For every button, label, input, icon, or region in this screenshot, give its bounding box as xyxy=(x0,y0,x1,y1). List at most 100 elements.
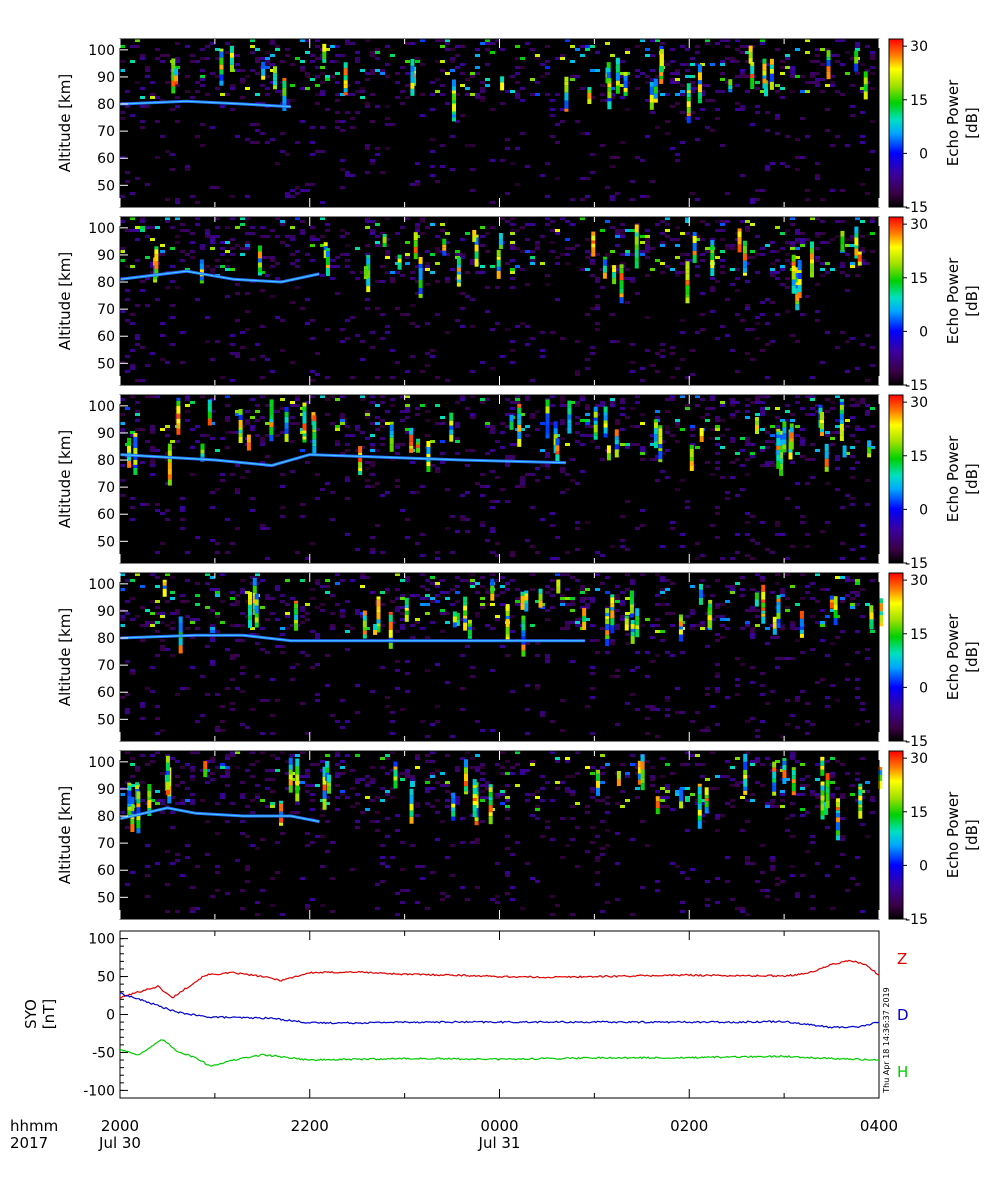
heatmap-cell xyxy=(610,404,615,407)
heatmap-cell xyxy=(830,757,835,760)
heatmap-cell xyxy=(820,624,825,627)
heatmap-cell xyxy=(190,473,195,476)
heatmap-cell xyxy=(555,536,560,539)
heatmap-cell xyxy=(575,416,580,419)
heatmap-cell xyxy=(270,732,275,735)
heatmap-cell xyxy=(305,772,310,775)
heatmap-cell xyxy=(270,138,275,141)
heatmap-cell xyxy=(205,853,210,856)
heatmap-cell xyxy=(275,757,280,760)
heatmap-cell xyxy=(315,75,320,78)
heatmap-cell xyxy=(335,398,340,401)
colorbar xyxy=(889,39,903,207)
heatmap-cell xyxy=(445,527,450,530)
heatmap-cell xyxy=(375,48,380,51)
heatmap-cell xyxy=(680,271,685,274)
echo-streak xyxy=(451,93,456,101)
echo-streak xyxy=(653,422,658,429)
heatmap-cell xyxy=(215,551,220,554)
heatmap-cell xyxy=(790,217,795,220)
heatmap-cell xyxy=(570,75,575,78)
heatmap-cell xyxy=(255,576,260,579)
heatmap-cell xyxy=(340,452,345,455)
echo-streak xyxy=(413,232,418,241)
heatmap-cell xyxy=(230,217,235,220)
echo-streak xyxy=(839,401,844,405)
heatmap-cell xyxy=(450,168,455,171)
heatmap-cell xyxy=(255,123,260,126)
heatmap-cell xyxy=(615,600,620,603)
heatmap-cell xyxy=(790,90,795,93)
heatmap-cell xyxy=(645,274,650,277)
heatmap-cell xyxy=(560,253,565,256)
heatmap-cell xyxy=(780,265,785,268)
heatmap-cell xyxy=(635,292,640,295)
heatmap-cell xyxy=(460,84,465,87)
heatmap-cell xyxy=(595,253,600,256)
heatmap-cell xyxy=(135,334,140,337)
heatmap-cell xyxy=(705,126,710,129)
heatmap-cell xyxy=(560,120,565,123)
heatmap-cell xyxy=(485,588,490,591)
heatmap-cell xyxy=(465,449,470,452)
heatmap-cell xyxy=(480,799,485,802)
heatmap-cell xyxy=(630,277,635,280)
echo-streak xyxy=(358,453,363,457)
heatmap-cell xyxy=(270,714,275,717)
heatmap-cell xyxy=(225,42,230,45)
heatmap-cell xyxy=(260,395,265,398)
echo-streak xyxy=(176,418,181,424)
heatmap-cell xyxy=(630,361,635,364)
echo-streak xyxy=(755,421,760,426)
heatmap-cell xyxy=(840,793,845,796)
heatmap-cell xyxy=(775,883,780,886)
heatmap-cell xyxy=(485,232,490,235)
heatmap-cell xyxy=(240,78,245,81)
heatmap-cell xyxy=(170,654,175,657)
echo-streak xyxy=(254,622,259,628)
heatmap-cell xyxy=(510,75,515,78)
heatmap-cell xyxy=(835,60,840,63)
heatmap-cell xyxy=(165,217,170,220)
heatmap-cell xyxy=(675,238,680,241)
heatmap-cell xyxy=(795,75,800,78)
heatmap-cell xyxy=(420,865,425,868)
heatmap-cell xyxy=(305,401,310,404)
echo-streak xyxy=(810,241,815,249)
heatmap-cell xyxy=(570,600,575,603)
heatmap-cell xyxy=(295,286,300,289)
heatmap-cell xyxy=(865,45,870,48)
heatmap-cell xyxy=(825,398,830,401)
heatmap-cell xyxy=(490,328,495,331)
heatmap-cell xyxy=(665,431,670,434)
echo-streak xyxy=(591,243,596,248)
heatmap-cell xyxy=(470,370,475,373)
heatmap-cell xyxy=(385,105,390,108)
heatmap-cell xyxy=(325,413,330,416)
heatmap-cell xyxy=(690,111,695,114)
heatmap-cell xyxy=(125,579,130,582)
heatmap-cell xyxy=(280,485,285,488)
heatmap-cell xyxy=(585,132,590,135)
heatmap-cell xyxy=(585,419,590,422)
echo-streak xyxy=(797,270,802,274)
heatmap-cell xyxy=(435,470,440,473)
heatmap-cell xyxy=(200,84,205,87)
heatmap-cell xyxy=(310,183,315,186)
heatmap-cell xyxy=(595,51,600,54)
heatmap-cell xyxy=(660,639,665,642)
heatmap-cell xyxy=(800,597,805,600)
heatmap-cell xyxy=(360,398,365,401)
heatmap-cell xyxy=(375,482,380,485)
heatmap-cell xyxy=(310,841,315,844)
heatmap-cell xyxy=(560,597,565,600)
heatmap-cell xyxy=(390,398,395,401)
echo-streak xyxy=(564,100,569,109)
heatmap-cell xyxy=(295,192,300,195)
heatmap-cell xyxy=(265,75,270,78)
heatmap-cell xyxy=(265,141,270,144)
heatmap-cell xyxy=(355,754,360,757)
heatmap-cell xyxy=(130,672,135,675)
heatmap-cell xyxy=(275,434,280,437)
heatmap-cell xyxy=(175,96,180,99)
